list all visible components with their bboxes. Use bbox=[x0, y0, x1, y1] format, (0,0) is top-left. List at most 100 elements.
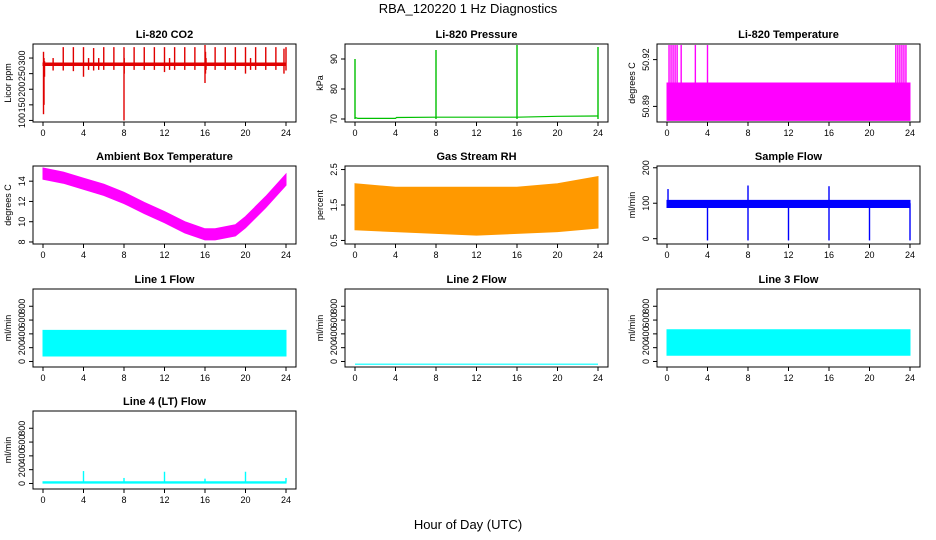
series-band bbox=[42, 167, 287, 241]
y-tick-label: 0 bbox=[17, 481, 27, 486]
panel-ambient: Ambient Box Temperature degrees C 0 4 8 12 16 2… bbox=[3, 151, 297, 260]
x-tick-label: 20 bbox=[240, 373, 250, 383]
y-axis-label: percent bbox=[315, 189, 325, 220]
x-tick-label: 4 bbox=[705, 250, 710, 260]
y-axis-label: degrees C bbox=[627, 62, 637, 104]
x-tick-label: 4 bbox=[81, 250, 86, 260]
series-band bbox=[354, 176, 599, 236]
x-tick-label: 20 bbox=[552, 128, 562, 138]
y-tick-label: 0 bbox=[329, 359, 339, 364]
panel-title: Sample Flow bbox=[755, 151, 823, 163]
x-tick-label: 8 bbox=[121, 128, 126, 138]
y-tick-label: 1.5 bbox=[329, 199, 339, 212]
panel-temperature: Li-820 Temperature degrees C 0 4 8 12 16 20 24 50… bbox=[627, 29, 921, 138]
x-tick-label: 24 bbox=[593, 250, 603, 260]
y-axis-label: ml/min bbox=[3, 315, 13, 342]
y-tick-label: 200 bbox=[17, 462, 27, 477]
x-tick-label: 12 bbox=[159, 495, 169, 505]
x-tick-label: 4 bbox=[393, 373, 398, 383]
y-tick-label: 70 bbox=[329, 114, 339, 124]
y-tick-label: 10 bbox=[17, 217, 27, 227]
x-tick-label: 0 bbox=[352, 250, 357, 260]
x-tick-label: 16 bbox=[200, 373, 210, 383]
x-tick-label: 16 bbox=[824, 128, 834, 138]
y-axis-label: Licor ppm bbox=[3, 63, 13, 103]
x-tick-label: 0 bbox=[40, 495, 45, 505]
figure-x-axis-label: Hour of Day (UTC) bbox=[413, 517, 523, 532]
x-tick-label: 16 bbox=[824, 250, 834, 260]
panel-line2: Line 2 Flow ml/min 0 4 8 12 16 20 24 0 20040060080… bbox=[315, 274, 609, 383]
x-tick-label: 12 bbox=[783, 250, 793, 260]
x-tick-label: 20 bbox=[864, 250, 874, 260]
panel-co2: Li-820 CO2 Licor ppm 0 4 8 12 16 20 24 1001502002… bbox=[3, 29, 297, 138]
y-tick-label: 0 bbox=[641, 359, 651, 364]
y-axis-label: ml/min bbox=[315, 315, 325, 342]
x-tick-label: 16 bbox=[200, 128, 210, 138]
x-tick-label: 12 bbox=[159, 250, 169, 260]
x-tick-label: 8 bbox=[121, 495, 126, 505]
x-tick-label: 8 bbox=[121, 250, 126, 260]
y-tick-label: 100 bbox=[641, 196, 651, 211]
x-tick-label: 4 bbox=[81, 495, 86, 505]
panel-pressure: Li-820 Pressure kPa 0 4 8 12 16 20 24 70 80 90 bbox=[315, 29, 609, 138]
series-band bbox=[666, 329, 911, 356]
y-tick-label: 0.5 bbox=[329, 234, 339, 247]
x-tick-label: 8 bbox=[121, 373, 126, 383]
panel-rh: Gas Stream RH percent 0 4 8 12 16 20 24 0.5 1.5 2.5 bbox=[315, 151, 609, 260]
x-tick-label: 20 bbox=[552, 373, 562, 383]
x-tick-label: 8 bbox=[433, 128, 438, 138]
x-tick-label: 12 bbox=[783, 373, 793, 383]
x-tick-label: 8 bbox=[745, 250, 750, 260]
x-tick-label: 12 bbox=[471, 373, 481, 383]
panel-title: Line 3 Flow bbox=[759, 274, 819, 286]
y-tick-label: 800 bbox=[17, 299, 27, 314]
y-tick-label: 300 bbox=[17, 51, 27, 66]
x-tick-label: 24 bbox=[905, 250, 915, 260]
x-tick-label: 0 bbox=[40, 250, 45, 260]
x-tick-label: 0 bbox=[664, 128, 669, 138]
x-tick-label: 24 bbox=[281, 373, 291, 383]
y-tick-label: 600 bbox=[17, 435, 27, 450]
y-tick-label: 80 bbox=[329, 84, 339, 94]
panel-line4: Line 4 (LT) Flow ml/min 0 4 8 12 16 20 24 0 200400… bbox=[3, 396, 297, 505]
x-tick-label: 20 bbox=[864, 128, 874, 138]
x-tick-label: 12 bbox=[159, 128, 169, 138]
y-tick-label: 400 bbox=[329, 326, 339, 341]
x-tick-label: 24 bbox=[593, 128, 603, 138]
x-tick-label: 16 bbox=[200, 495, 210, 505]
y-axis-label: ml/min bbox=[627, 315, 637, 342]
x-tick-label: 4 bbox=[393, 128, 398, 138]
y-tick-label: 250 bbox=[17, 66, 27, 81]
panel-sample: Sample Flow ml/min 0 4 8 12 16 20 24 0 100 200 bbox=[627, 151, 921, 260]
x-tick-label: 0 bbox=[664, 373, 669, 383]
panel-title: Line 2 Flow bbox=[447, 274, 507, 286]
x-tick-label: 4 bbox=[393, 250, 398, 260]
x-tick-label: 16 bbox=[824, 373, 834, 383]
x-tick-label: 24 bbox=[905, 128, 915, 138]
panel-line3: Line 3 Flow ml/min 0 4 8 12 16 20 24 0 20040060080… bbox=[627, 274, 921, 383]
panel-title: Line 4 (LT) Flow bbox=[123, 396, 206, 408]
y-tick-label: 400 bbox=[17, 326, 27, 341]
x-tick-label: 24 bbox=[905, 373, 915, 383]
y-axis-label: degrees C bbox=[3, 184, 13, 226]
y-tick-label: 12 bbox=[17, 196, 27, 206]
series-band bbox=[666, 82, 911, 121]
y-tick-label: 50.92 bbox=[641, 48, 651, 71]
x-tick-label: 24 bbox=[281, 128, 291, 138]
y-axis-label: ml/min bbox=[627, 192, 637, 219]
y-tick-label: 14 bbox=[17, 176, 27, 186]
x-tick-label: 20 bbox=[864, 373, 874, 383]
x-tick-label: 20 bbox=[240, 128, 250, 138]
x-tick-label: 24 bbox=[281, 250, 291, 260]
x-tick-label: 0 bbox=[352, 128, 357, 138]
x-tick-label: 8 bbox=[745, 373, 750, 383]
panel-title: Li-820 Pressure bbox=[436, 29, 518, 41]
plot-frame bbox=[344, 43, 609, 123]
x-tick-label: 16 bbox=[200, 250, 210, 260]
y-tick-label: 600 bbox=[329, 313, 339, 328]
plot-frame bbox=[344, 288, 609, 368]
y-tick-label: 0 bbox=[17, 359, 27, 364]
y-tick-label: 800 bbox=[329, 299, 339, 314]
x-tick-label: 0 bbox=[40, 128, 45, 138]
